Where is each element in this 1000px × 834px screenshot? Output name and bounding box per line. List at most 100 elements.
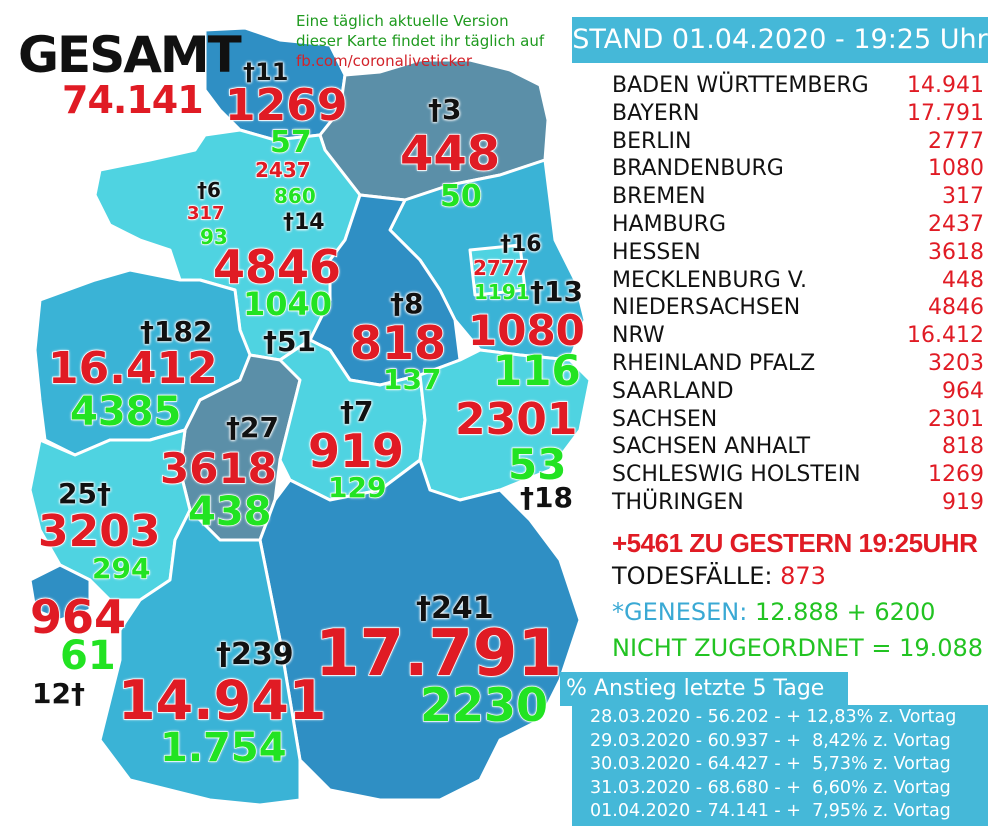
bw-cases: 14.941 [117, 669, 327, 732]
sl-cases: 964 [29, 590, 127, 644]
he-deaths: †27 [226, 411, 279, 444]
region-saarland [28, 563, 92, 622]
mv-cases: 448 [399, 126, 501, 182]
increase-row: 30.03.2020 - 64.427 - + 5,73% z. Vortag [590, 754, 951, 774]
source-note: Eine täglich aktuelle Version dieser Kar… [296, 11, 546, 71]
state-name: BREMEN [612, 184, 706, 210]
state-value: 1269 [928, 462, 984, 488]
source-note-line: dieser Karte findet ihr täglich auf [296, 32, 545, 50]
state-value: 919 [942, 489, 984, 515]
increase-table: 28.03.2020 - 56.202 - + 12,83% z. Vortag… [572, 705, 988, 826]
ni-deaths: †14 [283, 210, 325, 235]
be-deaths: †16 [500, 232, 542, 257]
hb-deaths: †6 [197, 178, 221, 202]
state-value: 448 [942, 267, 984, 293]
be-cases: 2777 [472, 256, 529, 280]
th-cases: 919 [307, 424, 405, 478]
sl-deaths: 12† [32, 677, 85, 710]
mv-deaths: †3 [428, 93, 462, 126]
rp-deaths: 25† [58, 477, 111, 510]
state-value: 3618 [928, 239, 984, 265]
state-row: NIEDERSACHSEN 4846 [612, 294, 984, 322]
state-list: BADEN WÜRTTEMBERG 14.941 BAYERN 17.791 BER… [612, 72, 984, 517]
state-name: RHEINLAND PFALZ [612, 350, 816, 376]
state-row: BRANDENBURG 1080 [612, 155, 984, 183]
bb-cases: 1080 [467, 306, 585, 355]
deaths-value: 873 [780, 562, 826, 590]
he-recovered: 438 [187, 489, 272, 535]
state-row: BADEN WÜRTTEMBERG 14.941 [612, 72, 984, 100]
state-row: SAARLAND 964 [612, 378, 984, 406]
state-name: BERLIN [612, 128, 692, 154]
recovered-total: *GENESEN: 12.888 + 6200 [612, 598, 935, 626]
state-value: 317 [942, 184, 984, 210]
state-row: SACHSEN 2301 [612, 406, 984, 434]
he-cases: 3618 [159, 444, 277, 493]
state-name: HAMBURG [612, 211, 727, 237]
source-note-link: fb.com/coronaliveticker [296, 52, 473, 70]
state-row: RHEINLAND PFALZ 3203 [612, 350, 984, 378]
gesamt-value: 74.141 [62, 78, 204, 122]
sh-deaths: †11 [243, 58, 289, 86]
by-deaths: †241 [416, 591, 494, 626]
state-name: THÜRINGEN [612, 489, 744, 515]
bw-recovered: 1.754 [159, 725, 287, 771]
increase-title: % Anstieg letzte 5 Tage [560, 672, 848, 706]
state-name: BAYERN [612, 100, 700, 126]
recovered-label: *GENESEN: [612, 598, 748, 626]
increase-row: 01.04.2020 - 74.141 - + 7,95% z. Vortag [590, 801, 951, 821]
nw-deaths: †182 [140, 315, 213, 348]
state-value: 17.791 [907, 100, 984, 126]
by-cases: 17.791 [314, 617, 562, 691]
state-row: HAMBURG 2437 [612, 211, 984, 239]
state-value: 14.941 [907, 73, 984, 98]
ni-cases: 4846 [212, 240, 342, 294]
rp-cases: 3203 [37, 506, 161, 557]
state-name: HESSEN [612, 239, 701, 265]
state-value: 4846 [928, 295, 984, 321]
state-value: 3203 [928, 350, 984, 376]
by-recovered: 2230 [419, 678, 549, 732]
gesamt-label: GESAMT [18, 26, 242, 84]
state-value: 818 [942, 434, 984, 460]
sn-cases: 2301 [454, 394, 578, 445]
state-row: BERLIN 2777 [612, 128, 984, 156]
ni-south-deaths: †51 [263, 325, 316, 358]
nw-cases: 16.412 [47, 343, 218, 394]
bb-recovered: 116 [492, 346, 581, 395]
unassigned-total: NICHT ZUGEORDNET = 19.088 [612, 634, 984, 662]
state-row: BREMEN 317 [612, 183, 984, 211]
state-row: SCHLESWIG HOLSTEIN 1269 [612, 461, 984, 489]
state-row: HESSEN 3618 [612, 239, 984, 267]
state-value: 2777 [928, 128, 984, 154]
be-recovered: 1191 [473, 280, 530, 304]
state-name: NRW [612, 323, 665, 349]
nw-recovered: 4385 [69, 389, 182, 435]
state-row: MECKLENBURG V. 448 [612, 267, 984, 295]
sn-deaths: †18 [520, 481, 573, 514]
bb-deaths: †13 [530, 275, 583, 308]
sl-recovered: 61 [59, 633, 116, 679]
hb-recovered: 93 [199, 225, 228, 249]
increase-row: 31.03.2020 - 68.680 - + 6,60% z. Vortag [590, 777, 951, 798]
germany-map [28, 26, 592, 807]
source-note-line: Eine täglich aktuelle Version [296, 12, 509, 30]
increase-row: 28.03.2020 - 56.202 - + 12,83% z. Vortag [590, 707, 957, 727]
hh-recovered: 860 [273, 184, 316, 208]
recovered-value: 12.888 + 6200 [754, 598, 936, 626]
state-name: SAARLAND [612, 378, 734, 404]
state-value: 964 [942, 378, 984, 404]
state-row: NRW 16.412 [612, 322, 984, 350]
state-name: SACHSEN ANHALT [612, 434, 811, 460]
daily-increase: +5461 ZU GESTERN 19:25UHR [612, 528, 978, 558]
state-row: BAYERN 17.791 [612, 100, 984, 128]
state-name: NIEDERSACHSEN [612, 295, 801, 321]
st-cases: 818 [349, 316, 447, 370]
region-baden-wuerttemberg [98, 508, 302, 807]
status-header: STAND 01.04.2020 - 19:25 Uhr [572, 17, 988, 63]
state-value: 1080 [928, 156, 984, 182]
hb-cases: 317 [186, 203, 225, 224]
increase-row: 29.03.2020 - 60.937 - + 8,42% z. Vortag [590, 730, 951, 751]
state-name: SCHLESWIG HOLSTEIN [612, 462, 861, 488]
state-row: SACHSEN ANHALT 818 [612, 433, 984, 461]
